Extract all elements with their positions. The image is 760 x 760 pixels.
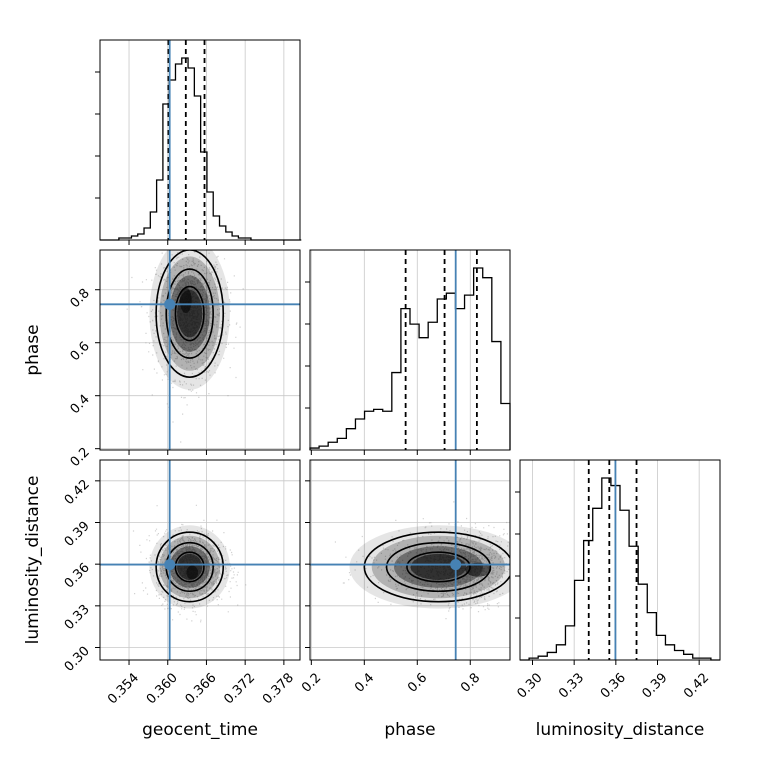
- x-tick-text-c2r2-0: 0.30: [514, 670, 545, 701]
- y-tick-label-c0r1-0: 0.2: [68, 445, 93, 470]
- contour-geocent-time-vs-luminosity-distance-2: [174, 551, 205, 583]
- y-tick-label-c0r2-4: 0.42: [62, 477, 93, 508]
- scatter-points-geocent-time-vs-phase: [126, 250, 244, 443]
- x-tick-label-c0r2-0: 0.354: [105, 670, 142, 707]
- x-label-phase: phase: [384, 720, 435, 740]
- panel-frame-geocent-time-vs-phase: [99, 249, 301, 451]
- truth-marker-phase-vs-luminosity-distance: [450, 559, 462, 571]
- y-tick-text-c0r2-1: 0.33: [62, 602, 93, 633]
- contour-phase-vs-luminosity-distance-0: [363, 531, 510, 603]
- x-label-luminosity-distance: luminosity_distance: [536, 720, 705, 740]
- truth-marker-geocent-time-vs-phase: [164, 298, 176, 310]
- axis-labels: geocent_time phase luminosity_distance p…: [23, 324, 704, 740]
- histogram-luminosity-distance: [520, 477, 720, 661]
- x-tick-text-c1r2-2: 0.6: [405, 670, 430, 695]
- contour-geocent-time-vs-phase-1: [165, 268, 214, 359]
- x-tick-text-c2r2-4: 0.42: [681, 670, 712, 701]
- y-tick-label-c0r2-0: 0.30: [62, 644, 93, 675]
- y-tick-text-c0r2-3: 0.39: [62, 519, 93, 550]
- x-label-geocent-time: geocent_time: [142, 720, 258, 740]
- y-tick-text-c0r1-1: 0.4: [68, 392, 93, 417]
- y-tick-label-c0r2-2: 0.36: [62, 560, 93, 591]
- y-tick-text-c0r2-0: 0.30: [62, 644, 93, 675]
- y-tick-text-c0r2-2: 0.36: [62, 560, 93, 591]
- y-tick-text-c0r1-2: 0.6: [68, 339, 93, 364]
- y-tick-label-c0r2-1: 0.33: [62, 602, 93, 633]
- y-tick-label-c0r1-3: 0.8: [68, 286, 93, 311]
- y-tick-text-c0r1-0: 0.2: [68, 445, 93, 470]
- y-tick-label-c0r2-3: 0.39: [62, 519, 93, 550]
- x-tick-label-c0r2-4: 0.378: [260, 670, 297, 707]
- panel-frame-hist-phase: [309, 249, 511, 451]
- panel-frame-geocent-time-vs-luminosity-distance: [99, 459, 301, 661]
- x-tick-label-c0r2-1: 0.360: [144, 670, 181, 707]
- x-tick-label-c2r2-3: 0.39: [639, 670, 670, 701]
- x-tick-label-c2r2-0: 0.30: [514, 670, 545, 701]
- x-tick-label-c1r2-0: 0.2: [299, 670, 324, 695]
- x-tick-label-c2r2-2: 0.36: [598, 670, 629, 701]
- x-tick-text-c2r2-3: 0.39: [639, 670, 670, 701]
- contour-geocent-time-vs-luminosity-distance-0: [155, 531, 225, 603]
- panel-frame-hist-geocent-time: [99, 39, 301, 241]
- x-tick-text-c2r2-1: 0.33: [556, 670, 587, 701]
- panel-frame-phase-vs-luminosity-distance: [309, 459, 511, 661]
- contour-geocent-time-vs-phase-2: [174, 285, 205, 342]
- contour-phase-vs-luminosity-distance-1: [385, 541, 492, 593]
- histogram-phase: [309, 267, 511, 450]
- y-label-luminosity-distance: luminosity_distance: [23, 476, 43, 645]
- density-peak-phase-vs-luminosity-distance: [465, 562, 492, 577]
- x-tick-label-c0r2-2: 0.366: [183, 670, 220, 707]
- x-tick-text-c0r2-1: 0.360: [144, 670, 181, 707]
- x-tick-text-c0r2-4: 0.378: [260, 670, 297, 707]
- panel-frame-hist-luminosity-distance: [519, 459, 721, 661]
- density-peak-geocent-time-vs-luminosity-distance: [186, 565, 199, 580]
- density-phase-vs-luminosity-distance: [334, 501, 510, 620]
- x-tick-text-c1r2-1: 0.4: [352, 670, 377, 695]
- x-tick-label-c2r2-4: 0.42: [681, 670, 712, 701]
- x-tick-text-c0r2-3: 0.372: [221, 670, 258, 707]
- y-tick-label-c0r1-2: 0.6: [68, 339, 93, 364]
- x-tick-text-c2r2-2: 0.36: [598, 670, 629, 701]
- y-tick-label-c0r1-1: 0.4: [68, 392, 93, 417]
- x-tick-label-c0r2-3: 0.372: [221, 670, 258, 707]
- x-tick-text-c1r2-0: 0.2: [299, 670, 324, 695]
- x-tick-text-c0r2-0: 0.354: [105, 670, 142, 707]
- truth-marker-geocent-time-vs-luminosity-distance: [164, 559, 176, 571]
- density-peak-geocent-time-vs-phase: [179, 287, 192, 314]
- panels: 0.354 0.360 0.366 0.372 0.378 0.2 0.4 0.6 0.8 0.3…: [62, 39, 721, 707]
- histogram-geocent-time: [100, 57, 302, 241]
- x-tick-text-c0r2-2: 0.366: [183, 670, 220, 707]
- x-tick-text-c1r2-3: 0.8: [458, 670, 483, 695]
- x-tick-label-c1r2-1: 0.4: [352, 670, 377, 695]
- x-tick-label-c1r2-3: 0.8: [458, 670, 483, 695]
- density-geocent-time-vs-phase: [126, 250, 244, 443]
- contour-phase-vs-luminosity-distance-2: [406, 551, 471, 583]
- y-tick-text-c0r2-4: 0.42: [62, 477, 93, 508]
- x-tick-label-c1r2-2: 0.6: [405, 670, 430, 695]
- x-tick-label-c2r2-1: 0.33: [556, 670, 587, 701]
- y-label-phase: phase: [23, 324, 43, 375]
- y-tick-text-c0r1-3: 0.8: [68, 286, 93, 311]
